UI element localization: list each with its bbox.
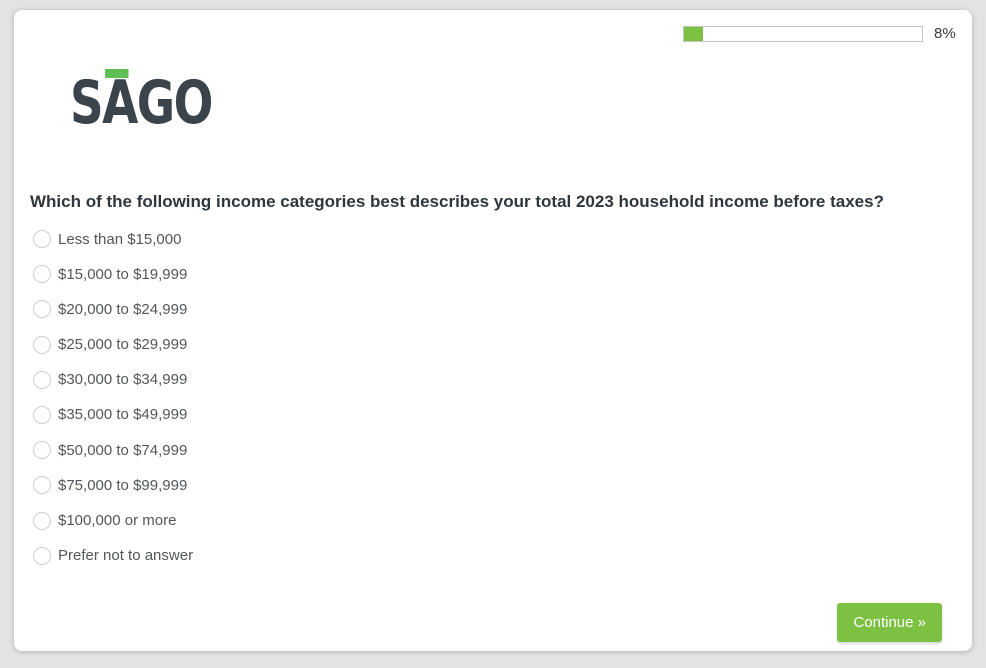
option-label: $30,000 to $34,999	[58, 371, 188, 389]
option-row-100000-or-more[interactable]: $100,000 or more	[33, 511, 193, 530]
option-label: $35,000 to $49,999	[58, 406, 188, 424]
option-row-25000-29999[interactable]: $25,000 to $29,999	[33, 335, 193, 354]
option-label: $75,000 to $99,999	[58, 476, 188, 494]
radio-button[interactable]	[33, 300, 51, 319]
progress-label: 8%	[934, 25, 956, 42]
radio-button[interactable]	[33, 265, 51, 284]
logo-letter-a: A	[102, 68, 138, 138]
logo-letters-go: GO	[136, 68, 214, 138]
continue-button[interactable]: Continue »	[837, 603, 942, 642]
radio-button[interactable]	[33, 335, 51, 354]
option-row-30000-34999[interactable]: $30,000 to $34,999	[33, 370, 193, 389]
logo-letter-s: S	[70, 68, 104, 138]
option-label: Less than $15,000	[58, 230, 182, 248]
option-label: Prefer not to answer	[58, 547, 194, 565]
option-label: $100,000 or more	[58, 512, 177, 529]
option-row-prefer-not-to-answer[interactable]: Prefer not to answer	[33, 546, 194, 565]
option-label: $50,000 to $74,999	[58, 441, 188, 459]
logo-macron-icon	[105, 69, 129, 78]
radio-button[interactable]	[33, 405, 51, 424]
question-text: Which of the following income categories…	[30, 192, 884, 211]
radio-button[interactable]	[33, 370, 51, 389]
option-row-20000-24999[interactable]: $20,000 to $24,999	[33, 300, 193, 319]
option-row-35000-49999[interactable]: $35,000 to $49,999	[33, 405, 193, 424]
progress-fill	[684, 26, 704, 41]
logo-letter-a-text: A	[102, 68, 138, 138]
radio-button[interactable]	[33, 441, 51, 460]
option-row-50000-74999[interactable]: $50,000 to $74,999	[33, 441, 193, 460]
option-label: $15,000 to $19,999	[58, 265, 188, 283]
progress: 8%	[683, 25, 956, 42]
options-list: Less than $15,000 $15,000 to $19,999 $20…	[33, 230, 193, 565]
option-label: $20,000 to $24,999	[58, 300, 188, 318]
option-row-75000-99999[interactable]: $75,000 to $99,999	[33, 476, 193, 495]
option-label: $25,000 to $29,999	[58, 336, 188, 354]
radio-button[interactable]	[33, 546, 51, 565]
survey-card: 8% SA GO Which of the following income ca…	[14, 10, 972, 651]
option-row-less-than-15000[interactable]: Less than $15,000	[33, 230, 193, 248]
radio-button[interactable]	[33, 511, 51, 530]
sago-logo: SA GO	[70, 68, 214, 138]
option-row-15000-19999[interactable]: $15,000 to $19,999	[33, 265, 193, 284]
progress-bar	[683, 25, 923, 42]
radio-button[interactable]	[33, 230, 51, 248]
radio-button[interactable]	[33, 476, 51, 495]
